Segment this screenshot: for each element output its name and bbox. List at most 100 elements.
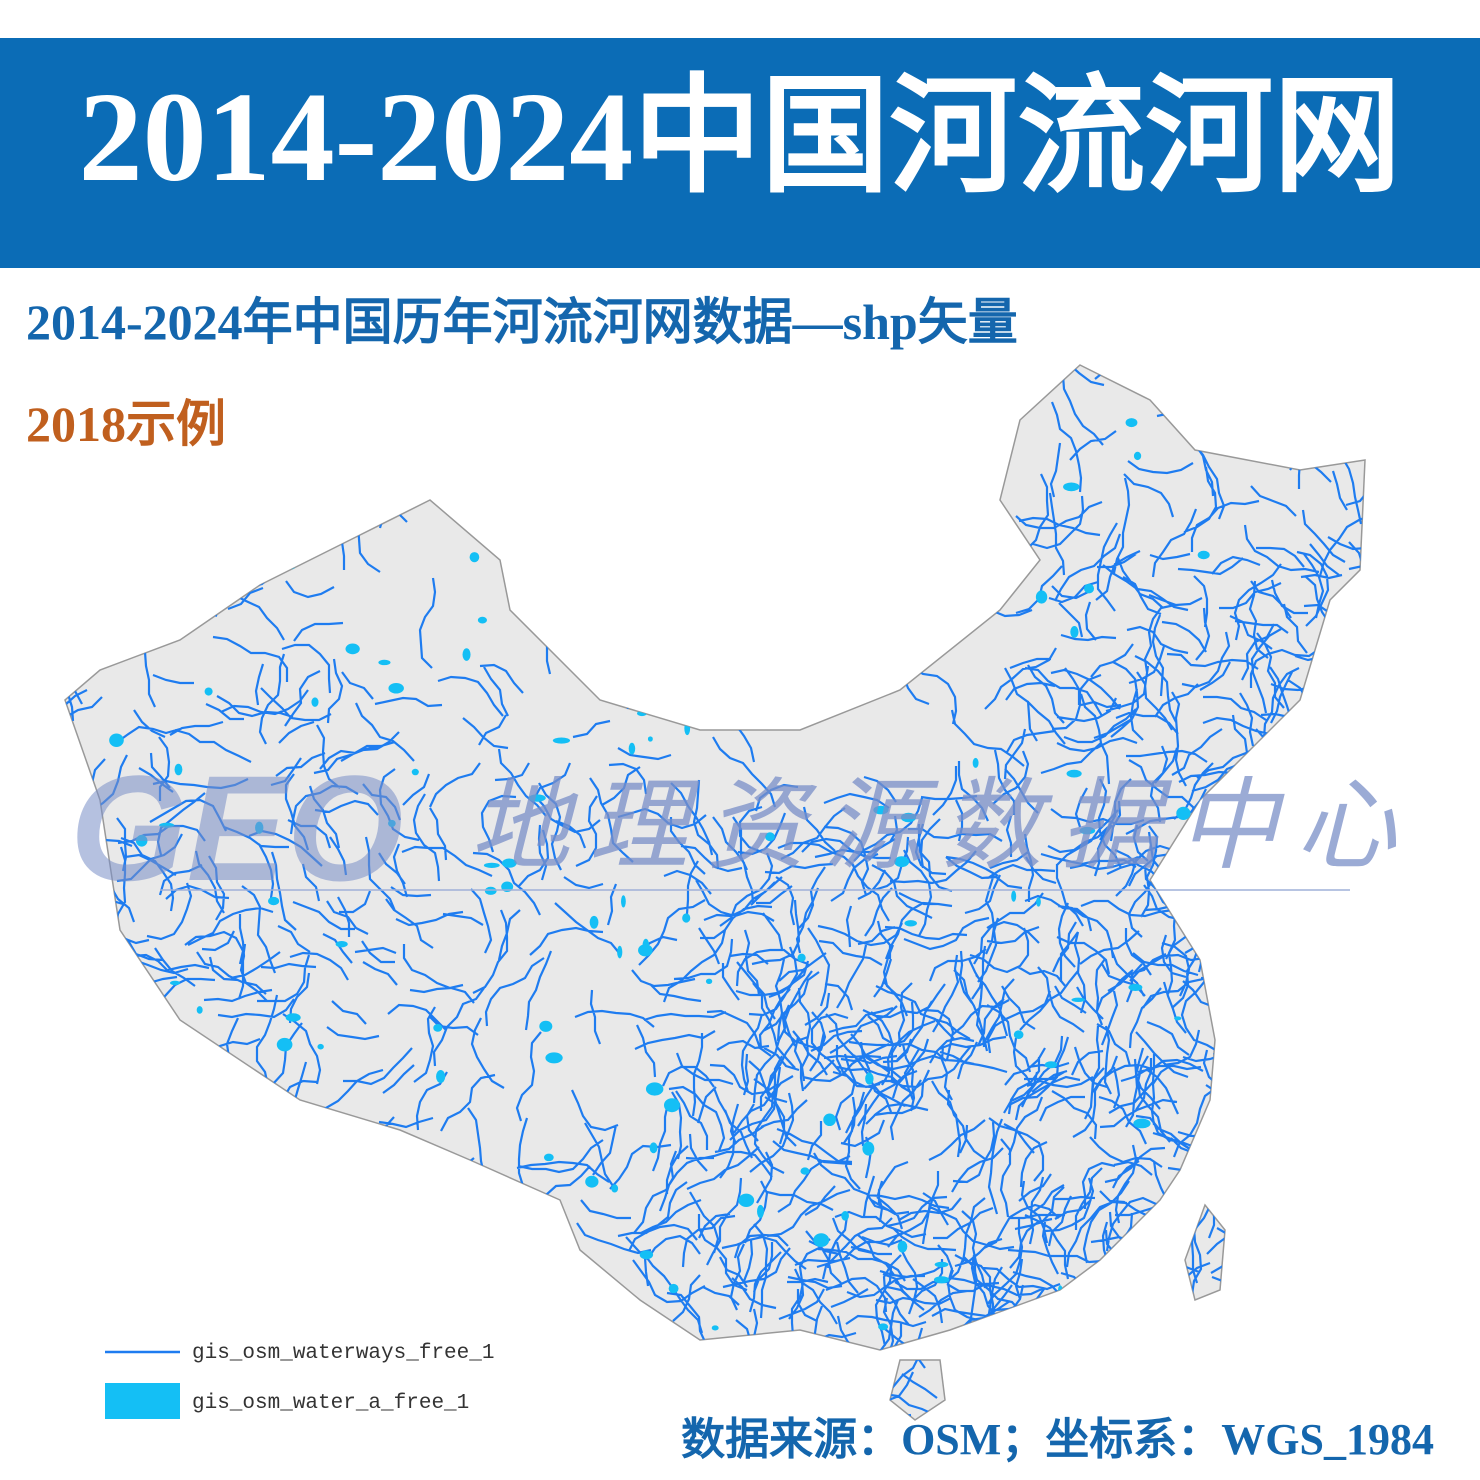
water-area: [627, 405, 641, 414]
water-area: [505, 560, 523, 574]
water-area: [135, 1306, 149, 1312]
water-area: [873, 805, 889, 815]
header-banner: [0, 38, 1480, 268]
water-area: [738, 1193, 755, 1208]
water-area: [1063, 482, 1080, 492]
water-area: [649, 1142, 658, 1154]
water-area: [1176, 806, 1191, 820]
water-area: [1227, 1076, 1238, 1087]
water-area: [539, 1250, 556, 1257]
water-area: [878, 1323, 889, 1331]
water-area: [904, 920, 917, 927]
water-area: [933, 1276, 950, 1284]
legend-label: gis_osm_waterways_free_1: [192, 1342, 494, 1365]
water-area: [865, 1072, 874, 1085]
water-area: [1234, 1284, 1241, 1295]
water-area: [500, 1337, 512, 1343]
water-area: [172, 1151, 189, 1158]
legend-area-swatch: [105, 1383, 180, 1419]
title: 2014-2024中国河流河网: [78, 66, 1402, 208]
water-area: [196, 1006, 203, 1014]
water-area: [116, 481, 128, 496]
water-area: [1128, 983, 1143, 991]
water-area: [433, 1024, 443, 1032]
water-area: [912, 608, 923, 614]
water-area: [169, 980, 181, 986]
water-area: [1335, 1281, 1348, 1290]
country-outline: [64, 364, 1366, 1421]
legend-label: gis_osm_water_a_free_1: [192, 1392, 469, 1415]
water-area: [1301, 943, 1309, 948]
water-area: [1070, 626, 1079, 638]
water-area: [995, 1335, 1002, 1346]
water-area: [1281, 1304, 1295, 1312]
water-area: [135, 834, 148, 847]
water-area: [1036, 897, 1041, 907]
water-area: [157, 1161, 176, 1176]
water-area: [411, 768, 419, 776]
water-area: [1297, 1288, 1307, 1298]
water-area: [835, 619, 847, 628]
water-area: [797, 953, 806, 962]
water-area: [545, 1052, 563, 1064]
water-area: [174, 763, 183, 776]
water-area: [387, 819, 396, 827]
water-area: [800, 1167, 810, 1175]
water-area: [1083, 583, 1095, 594]
water-area: [621, 895, 626, 908]
water-area: [116, 1117, 131, 1128]
water-area: [764, 462, 775, 468]
water-area: [793, 555, 801, 566]
water-area: [894, 856, 910, 868]
example-label: 2018示例: [26, 396, 226, 452]
water-area: [972, 757, 979, 768]
watermark-text: 地理资源数据中心: [470, 767, 1414, 884]
water-area: [543, 1153, 554, 1162]
water-area: [682, 913, 691, 923]
water-area: [159, 822, 175, 828]
water-area: [837, 622, 843, 634]
water-area: [1035, 590, 1048, 604]
water-area: [535, 583, 553, 590]
water-area: [585, 1175, 599, 1188]
water-area: [272, 1233, 283, 1239]
water-area: [647, 736, 653, 742]
water-area: [311, 697, 319, 707]
water-area: [611, 1184, 619, 1193]
water-area: [829, 641, 844, 651]
water-area: [469, 552, 480, 563]
water-area: [126, 591, 133, 602]
water-area: [827, 578, 838, 591]
water-area: [709, 617, 725, 626]
water-area: [477, 616, 487, 624]
water-area: [109, 733, 124, 747]
water-area: [1148, 1329, 1160, 1334]
water-area: [1344, 1138, 1354, 1148]
water-area: [528, 794, 546, 802]
subtitle: 2014-2024年中国历年河流河网数据—shp矢量: [26, 294, 1018, 350]
water-area: [285, 1013, 301, 1022]
water-area: [276, 1037, 293, 1052]
water-area: [1125, 418, 1138, 428]
water-area: [617, 945, 623, 959]
water-area: [764, 468, 775, 479]
water-area: [1271, 1073, 1283, 1083]
water-area: [1227, 1294, 1244, 1306]
water-area: [129, 1303, 143, 1313]
water-area: [645, 1082, 664, 1096]
water-area: [670, 590, 681, 604]
water-area: [378, 659, 391, 666]
water-area: [934, 1261, 949, 1268]
water-area: [1174, 1016, 1182, 1021]
water-area: [501, 858, 517, 868]
water-area: [711, 1325, 719, 1331]
water-area: [1313, 1310, 1318, 1325]
water-area: [616, 655, 622, 669]
water-area: [841, 1211, 849, 1221]
water-area: [1353, 1239, 1365, 1250]
water-area: [900, 812, 917, 823]
water-area: [1315, 909, 1321, 917]
water-area: [1133, 451, 1142, 461]
water-area: [436, 1069, 446, 1084]
